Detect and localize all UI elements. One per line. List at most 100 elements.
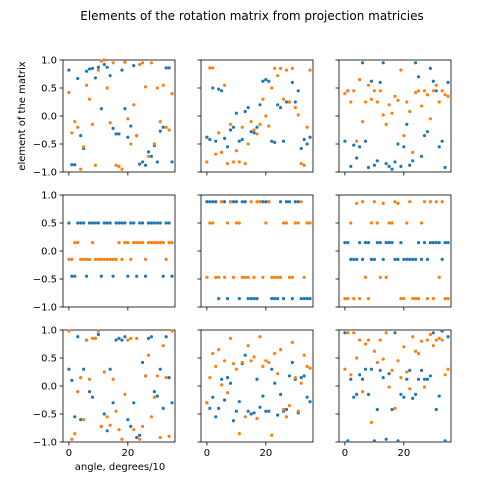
point: [222, 200, 227, 204]
y-tick-label: 0.0: [41, 112, 57, 123]
point: [273, 351, 277, 356]
point: [96, 257, 100, 261]
point: [228, 200, 233, 204]
point: [437, 241, 441, 245]
point: [255, 416, 259, 421]
point: [249, 359, 253, 363]
point: [384, 331, 388, 335]
point: [302, 297, 306, 301]
point: [114, 163, 118, 167]
point: [434, 338, 438, 342]
point: [237, 432, 241, 436]
point: [443, 241, 447, 245]
panel-frame: [62, 59, 176, 173]
point: [437, 275, 441, 279]
point: [422, 377, 427, 381]
point: [158, 120, 162, 124]
point: [205, 135, 209, 139]
point: [228, 336, 233, 340]
point: [390, 221, 394, 225]
point: [222, 136, 227, 140]
point: [246, 142, 250, 146]
point: [222, 275, 227, 279]
point: [393, 94, 397, 98]
point: [343, 331, 347, 335]
point: [358, 145, 362, 149]
point: [140, 424, 145, 428]
point: [149, 154, 154, 158]
point: [405, 100, 409, 104]
point: [249, 412, 253, 416]
point: [299, 162, 303, 166]
point: [146, 221, 151, 225]
point: [419, 368, 424, 372]
point: [399, 241, 403, 245]
point: [287, 200, 292, 204]
point: [363, 241, 368, 245]
point: [255, 200, 259, 204]
point: [425, 93, 430, 97]
panel-frame: [200, 59, 314, 173]
point: [73, 120, 77, 124]
point: [372, 439, 376, 443]
point: [167, 376, 171, 380]
point: [126, 274, 130, 278]
point: [358, 241, 362, 245]
point: [434, 407, 438, 412]
point: [167, 241, 171, 245]
point: [234, 149, 238, 153]
point: [167, 221, 171, 225]
point: [278, 66, 283, 70]
point: [437, 100, 441, 104]
point: [419, 339, 424, 343]
point: [129, 257, 133, 261]
point: [302, 353, 306, 357]
point: [114, 338, 118, 342]
point: [138, 221, 142, 225]
point: [161, 125, 165, 129]
point: [231, 362, 236, 366]
point: [252, 355, 256, 359]
point: [358, 297, 362, 301]
point: [258, 335, 262, 339]
point: [372, 257, 376, 261]
point: [258, 405, 262, 409]
point: [278, 392, 283, 396]
point: [366, 338, 371, 342]
point: [205, 200, 209, 204]
panels: 1.0 0.5 0.0 −0.5 −1.0 1.0 0.5 0.0 −0.5 −1.0 1.0 0.5…: [33, 56, 452, 459]
point: [76, 221, 80, 225]
panel-frame: [338, 59, 452, 173]
point: [164, 257, 168, 261]
point: [132, 401, 136, 405]
point: [158, 241, 162, 245]
point: [132, 428, 136, 432]
point: [252, 297, 256, 301]
point: [255, 297, 259, 301]
point: [276, 74, 280, 78]
point: [378, 368, 382, 372]
point: [155, 160, 159, 164]
point: [79, 257, 83, 261]
point: [440, 139, 444, 143]
point: [70, 131, 74, 135]
point: [220, 150, 224, 154]
point: [414, 257, 418, 261]
point: [273, 66, 277, 70]
point: [84, 338, 89, 342]
point: [366, 392, 371, 396]
point: [278, 200, 283, 204]
panel-frame: [200, 194, 314, 308]
point: [366, 165, 371, 170]
point: [82, 145, 86, 149]
point: [117, 221, 121, 225]
point: [205, 275, 209, 279]
point: [305, 125, 309, 129]
point: [146, 353, 151, 357]
point: [308, 68, 312, 72]
point: [264, 409, 268, 413]
point: [161, 406, 165, 410]
point: [217, 131, 221, 135]
point: [267, 409, 271, 413]
point: [255, 125, 259, 129]
